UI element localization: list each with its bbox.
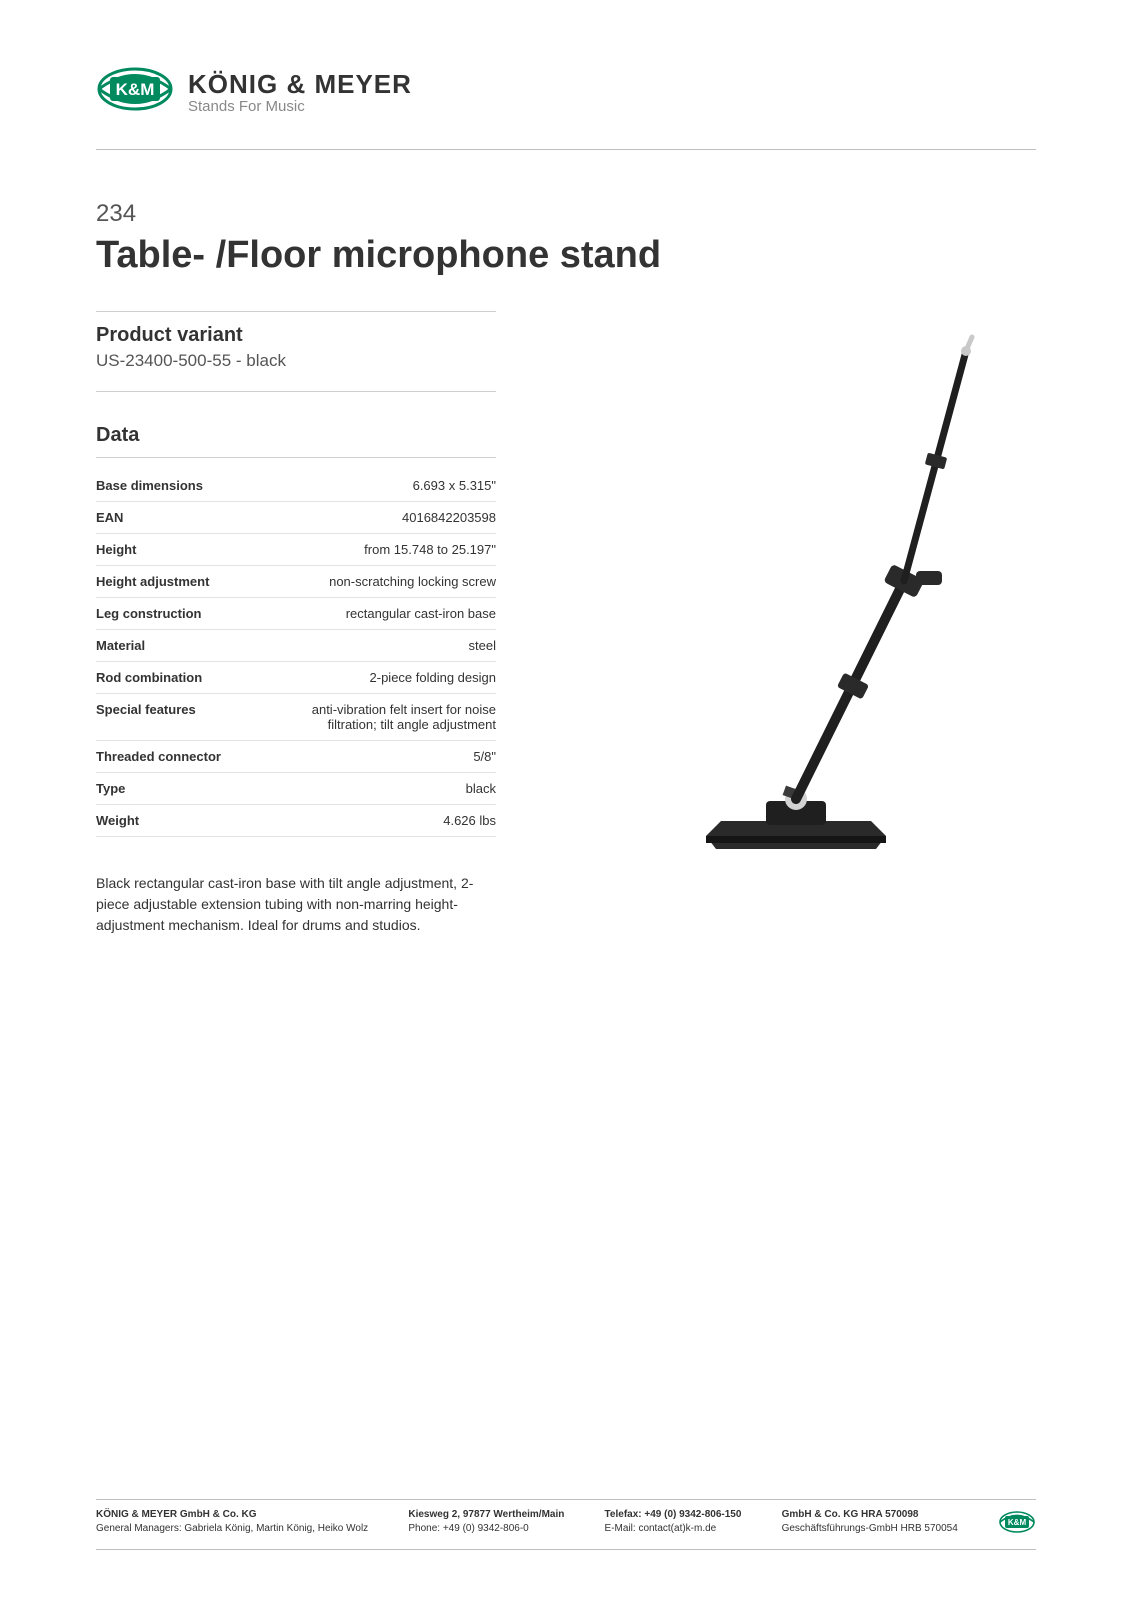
- variant-value: US-23400-500-55 - black: [96, 351, 496, 371]
- table-row: EAN4016842203598: [96, 502, 496, 534]
- footer-col-3: Telefax: +49 (0) 9342-806-150 E-Mail: co…: [605, 1508, 742, 1536]
- spec-label: Material: [96, 630, 276, 662]
- table-row: Base dimensions6.693 x 5.315": [96, 470, 496, 502]
- footer-col-1: KÖNIG & MEYER GmbH & Co. KG General Mana…: [96, 1508, 368, 1536]
- footer-col-4: GmbH & Co. KG HRA 570098 Geschäftsführun…: [782, 1508, 958, 1536]
- spec-value: anti-vibration felt insert for noise fil…: [276, 694, 496, 741]
- spec-value: from 15.748 to 25.197": [276, 534, 496, 566]
- spec-label: Threaded connector: [96, 741, 276, 773]
- header-logo-row: K&M KÖNIG & MEYER Stands For Music: [96, 60, 1036, 123]
- spec-label: Base dimensions: [96, 470, 276, 502]
- spec-label: Weight: [96, 805, 276, 837]
- spec-label: Height adjustment: [96, 566, 276, 598]
- data-heading: Data: [96, 424, 496, 447]
- table-row: Leg constructionrectangular cast-iron ba…: [96, 598, 496, 630]
- table-row: Typeblack: [96, 773, 496, 805]
- data-top-rule: [96, 457, 496, 458]
- table-row: Height adjustmentnon-scratching locking …: [96, 566, 496, 598]
- table-row: Rod combination2-piece folding design: [96, 662, 496, 694]
- table-row: Heightfrom 15.748 to 25.197": [96, 534, 496, 566]
- table-row: Materialsteel: [96, 630, 496, 662]
- spec-table: Base dimensions6.693 x 5.315"EAN40168422…: [96, 470, 496, 837]
- table-row: Weight4.626 lbs: [96, 805, 496, 837]
- spec-label: Leg construction: [96, 598, 276, 630]
- header-divider: [96, 149, 1036, 150]
- spec-label: Height: [96, 534, 276, 566]
- brand-tagline: Stands For Music: [188, 98, 412, 115]
- spec-label: Type: [96, 773, 276, 805]
- page-footer: KÖNIG & MEYER GmbH & Co. KG General Mana…: [96, 1499, 1036, 1550]
- footer-top-rule: [96, 1499, 1036, 1500]
- spec-value: black: [276, 773, 496, 805]
- product-image-icon: [616, 321, 976, 861]
- spec-value: 4.626 lbs: [276, 805, 496, 837]
- brand-text-block: KÖNIG & MEYER Stands For Music: [188, 69, 412, 115]
- spec-label: EAN: [96, 502, 276, 534]
- km-badge-text: K&M: [116, 80, 155, 99]
- spec-value: 2-piece folding design: [276, 662, 496, 694]
- spec-label: Special features: [96, 694, 276, 741]
- table-row: Special featuresanti-vibration felt inse…: [96, 694, 496, 741]
- spec-value: 5/8": [276, 741, 496, 773]
- km-logo-icon: K&M: [96, 60, 174, 123]
- footer-col-2: Kiesweg 2, 97877 Wertheim/Main Phone: +4…: [408, 1508, 564, 1536]
- product-code: 234: [96, 200, 1036, 228]
- brand-name: KÖNIG & MEYER: [188, 69, 412, 100]
- spec-label: Rod combination: [96, 662, 276, 694]
- variant-heading: Product variant: [96, 324, 496, 347]
- product-image-area: [556, 311, 1036, 936]
- spec-value: 4016842203598: [276, 502, 496, 534]
- variant-bottom-rule: [96, 391, 496, 392]
- spec-value: 6.693 x 5.315": [276, 470, 496, 502]
- spec-value: steel: [276, 630, 496, 662]
- variant-top-rule: [96, 311, 496, 312]
- product-description: Black rectangular cast-iron base with ti…: [96, 873, 496, 936]
- product-title: Table- /Floor microphone stand: [96, 234, 1036, 277]
- footer-bottom-rule: [96, 1549, 1036, 1550]
- spec-value: rectangular cast-iron base: [276, 598, 496, 630]
- svg-text:K&M: K&M: [1008, 1518, 1027, 1527]
- table-row: Threaded connector5/8": [96, 741, 496, 773]
- footer-logo-icon: K&M: [998, 1508, 1036, 1541]
- spec-value: non-scratching locking screw: [276, 566, 496, 598]
